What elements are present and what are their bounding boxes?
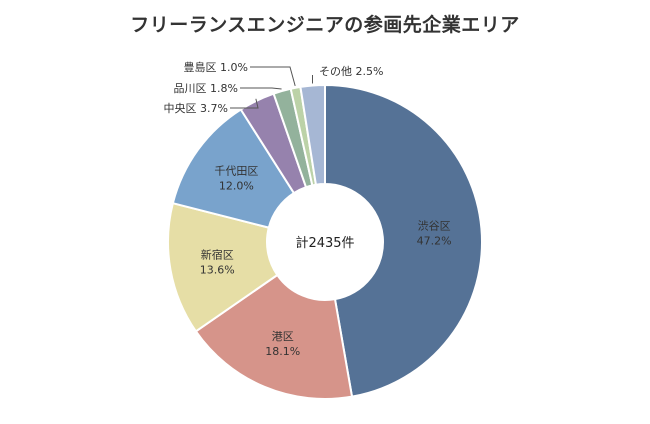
slice-3 xyxy=(171,108,296,229)
slice-5-label: 品川区 1.8% xyxy=(174,82,238,95)
slice-2-name-label: 新宿区 xyxy=(201,247,234,261)
center-label: 計2435件 xyxy=(295,235,354,251)
slice-7-label: その他 2.5% xyxy=(319,65,383,78)
slice-2 xyxy=(167,201,279,333)
slice-4-label: 中央区 3.7% xyxy=(164,102,228,115)
slice-0-value-label: 47.2% xyxy=(417,235,452,248)
slice-6-label: 豊島区 1.0% xyxy=(184,60,248,74)
slices-group xyxy=(167,83,483,400)
slice-1-value-label: 18.1% xyxy=(265,345,300,358)
chart-title: フリーランスエンジニアの参画先企業エリア xyxy=(130,14,520,36)
slice-1 xyxy=(194,273,354,400)
slice-7 xyxy=(299,83,326,186)
slice-3-value-label: 12.0% xyxy=(219,180,254,193)
slice-6-leader xyxy=(250,66,296,86)
slice-5-leader xyxy=(240,87,282,90)
slice-3-name-label: 千代田区 xyxy=(214,165,258,178)
slice-4-leader xyxy=(230,98,259,109)
slice-0 xyxy=(324,83,483,398)
labels-group: 渋谷区 47.2% 港区 18.1% 新宿区 13.6% 千代田区 12.0% 中央区 3.7%… xyxy=(164,60,452,358)
slice-1-name-label: 港区 xyxy=(272,330,294,343)
leader-lines-group xyxy=(230,66,314,109)
slice-0-name-label: 渋谷区 xyxy=(418,220,451,233)
slice-2-value-label: 13.6% xyxy=(200,263,235,276)
